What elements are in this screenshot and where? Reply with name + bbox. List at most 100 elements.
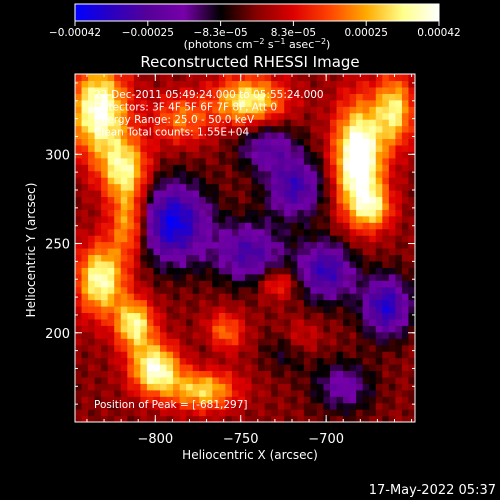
heatmap-cell <box>245 389 253 397</box>
heatmap-cell <box>140 106 148 114</box>
heatmap-cell <box>107 202 115 210</box>
heatmap-cell <box>395 119 403 127</box>
heatmap-cell <box>284 241 292 249</box>
heatmap-cell <box>81 190 89 198</box>
heatmap-cell <box>101 389 109 397</box>
heatmap-cell <box>258 119 266 127</box>
heatmap-cell <box>114 228 122 236</box>
heatmap-cell <box>114 132 122 140</box>
heatmap-cell <box>205 74 213 82</box>
heatmap-cell <box>284 138 292 146</box>
heatmap-cell <box>284 93 292 101</box>
heatmap-cell <box>179 376 187 384</box>
heatmap-cell <box>146 132 155 140</box>
heatmap-cell <box>173 248 181 256</box>
heatmap-cell <box>245 364 253 372</box>
heatmap-cell <box>271 409 279 417</box>
heatmap-cell <box>94 222 102 230</box>
heatmap-cell <box>264 170 272 178</box>
heatmap-cell <box>330 415 338 422</box>
heatmap-cell <box>284 260 292 268</box>
heatmap-cell <box>160 138 168 146</box>
heatmap-cell <box>186 306 194 314</box>
heatmap-cell <box>323 215 331 223</box>
heatmap-cell <box>245 170 253 178</box>
heatmap-cell <box>212 357 220 365</box>
heatmap-cell <box>153 260 161 268</box>
heatmap-cell <box>369 106 377 114</box>
heatmap-cell <box>362 331 370 339</box>
heatmap-cell <box>225 99 233 107</box>
heatmap-cell <box>81 267 89 275</box>
heatmap-cell <box>94 209 102 217</box>
heatmap-cell <box>290 351 298 359</box>
heatmap-cell <box>245 318 253 326</box>
heatmap-cell <box>362 370 370 378</box>
heatmap-cell <box>330 351 338 359</box>
heatmap-cell <box>369 157 377 165</box>
heatmap-cell <box>349 396 357 404</box>
heatmap-cell <box>231 409 240 417</box>
heatmap-cell <box>199 293 207 301</box>
heatmap-cell <box>408 344 415 352</box>
heatmap-cell <box>382 132 390 140</box>
heatmap-cell <box>349 260 357 268</box>
heatmap-cell <box>173 235 181 243</box>
heatmap-cell <box>290 106 298 114</box>
heatmap-cell <box>81 209 89 217</box>
heatmap-cell <box>258 202 266 210</box>
heatmap-cell <box>382 280 390 288</box>
heatmap-cell <box>290 364 298 372</box>
heatmap-cell <box>271 299 279 307</box>
heatmap-cell <box>153 338 161 346</box>
heatmap-cell <box>179 280 187 288</box>
heatmap-cell <box>166 357 174 365</box>
heatmap-cell <box>375 273 383 281</box>
heatmap-cell <box>114 80 122 88</box>
heatmap-cell <box>303 293 311 301</box>
heatmap-cell <box>179 74 187 82</box>
heatmap-cell <box>258 357 266 365</box>
heatmap-cell <box>212 415 220 422</box>
heatmap-cell <box>369 209 377 217</box>
heatmap-cell <box>94 93 102 101</box>
heatmap-cell <box>297 312 305 320</box>
heatmap-cell <box>199 396 207 404</box>
heatmap-cell <box>179 132 187 140</box>
heatmap-cell <box>120 235 128 243</box>
heatmap-cell <box>284 267 292 275</box>
heatmap-cell <box>192 364 200 372</box>
heatmap-cell <box>127 151 135 159</box>
heatmap-cell <box>356 144 364 152</box>
heatmap-cell <box>251 325 259 333</box>
heatmap-cell <box>382 293 390 301</box>
heatmap-cell <box>356 299 364 307</box>
heatmap-cell <box>343 190 351 198</box>
heatmap-cell <box>173 318 181 326</box>
heatmap-cell <box>343 157 351 165</box>
heatmap-cell <box>186 125 194 133</box>
heatmap-cell <box>120 151 128 159</box>
heatmap-cell <box>316 364 325 372</box>
heatmap-cell <box>107 235 115 243</box>
heatmap-cell <box>179 273 187 281</box>
heatmap-cell <box>179 318 187 326</box>
heatmap-cell <box>94 99 102 107</box>
heatmap-cell <box>186 312 194 320</box>
heatmap-cell <box>310 357 318 365</box>
heatmap-cell <box>336 383 344 391</box>
heatmap-cell <box>408 415 415 422</box>
heatmap-cell <box>369 86 377 94</box>
heatmap-cell <box>245 280 253 288</box>
heatmap-cell <box>231 396 240 404</box>
heatmap-cell <box>199 383 207 391</box>
heatmap-cell <box>251 86 259 94</box>
heatmap-cell <box>160 260 168 268</box>
heatmap-cell <box>356 325 364 333</box>
heatmap-cell <box>290 190 298 198</box>
heatmap-cell <box>343 119 351 127</box>
heatmap-cell <box>225 286 233 294</box>
heatmap-cell <box>401 80 410 88</box>
heatmap-cell <box>146 138 155 146</box>
heatmap-cell <box>356 312 364 320</box>
